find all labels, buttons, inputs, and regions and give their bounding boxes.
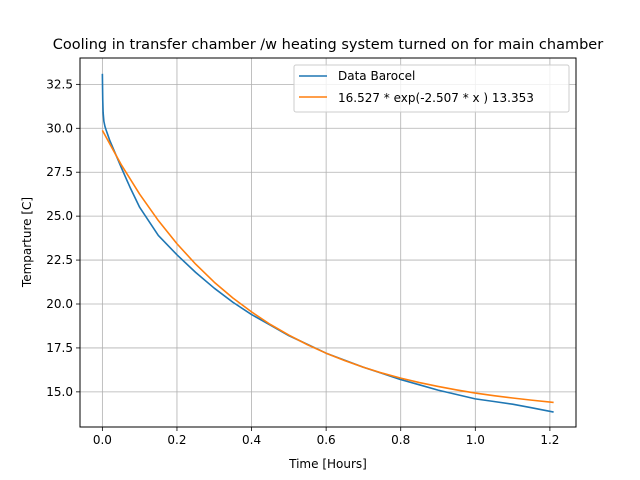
- series-lines: [101, 73, 554, 413]
- x-tick-label: 1.2: [540, 433, 559, 447]
- legend: Data Barocel 16.527 * exp(-2.507 * x ) 1…: [293, 64, 570, 113]
- chart-title: Cooling in transfer chamber /w heating s…: [53, 37, 603, 53]
- y-tick-label: 15.0: [46, 385, 73, 399]
- x-tick-label: 0.8: [391, 433, 410, 447]
- x-tick-label: 0.4: [242, 433, 261, 447]
- x-tick-label: 0.6: [317, 433, 336, 447]
- y-tick-label: 20.0: [46, 297, 73, 311]
- y-tick-label: 25.0: [46, 209, 73, 223]
- y-tick-label: 22.5: [46, 253, 73, 267]
- x-tick-label: 0.0: [93, 433, 112, 447]
- axis-ticks: 0.0 0.2 0.4 0.6 0.8 1.0 1.2 15.0 17.5 20.0 22.5 25.…: [46, 77, 559, 447]
- y-tick-label: 32.5: [46, 77, 73, 91]
- plot-frame: [79, 57, 577, 428]
- series-line-data-barocel: [101, 73, 554, 413]
- y-tick-label: 27.5: [46, 165, 73, 179]
- series-line-exp-fit: [101, 130, 554, 404]
- x-tick-label: 0.2: [167, 433, 186, 447]
- legend-label-fit: 16.527 * exp(-2.507 * x ) 13.353: [338, 91, 534, 105]
- y-axis-label: Temparture [C]: [20, 197, 34, 288]
- x-tick-label: 1.0: [466, 433, 485, 447]
- x-axis-label: Time [Hours]: [288, 457, 367, 471]
- y-tick-label: 17.5: [46, 341, 73, 355]
- y-tick-label: 30.0: [46, 121, 73, 135]
- legend-box: [293, 64, 570, 113]
- legend-label-data: Data Barocel: [338, 69, 415, 83]
